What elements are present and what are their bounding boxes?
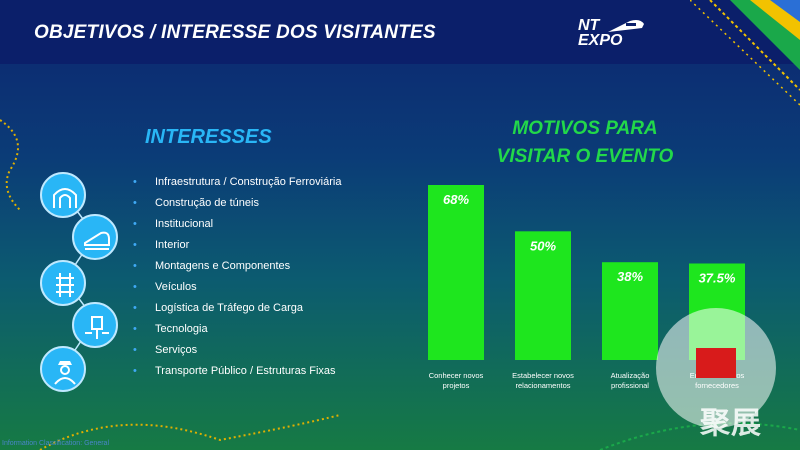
bullet: • xyxy=(133,260,137,272)
list-item: • Serviços xyxy=(133,340,341,361)
rail-track-icon xyxy=(40,260,86,306)
list-item: • Transporte Público / Estruturas Fixas xyxy=(133,361,341,382)
watermark-text: 聚展 xyxy=(700,407,762,440)
category-label: Estabelecer novos xyxy=(512,371,574,380)
bullet: • xyxy=(133,281,137,293)
classification-note: Information Classification: General xyxy=(2,440,109,447)
list-item-label: Infraestrutura / Construção Ferroviária xyxy=(155,176,342,188)
list-item-label: Transporte Público / Estruturas Fixas xyxy=(155,365,336,377)
bullet: • xyxy=(133,323,137,335)
list-item-label: Serviços xyxy=(155,344,198,356)
list-item-label: Logística de Tráfego de Carga xyxy=(155,302,303,314)
data-label: 50% xyxy=(530,238,556,253)
bar xyxy=(515,231,571,360)
logo-train-icon xyxy=(608,20,644,32)
train-icon xyxy=(72,214,118,260)
category-label: Conhecer novos xyxy=(429,371,484,380)
data-label: 38% xyxy=(617,269,643,284)
list-item-label: Montagens e Componentes xyxy=(155,260,291,272)
list-item: • Institucional xyxy=(133,214,341,235)
bullet: • xyxy=(133,239,137,251)
left-wave-decoration xyxy=(0,119,21,210)
list-item-label: Institucional xyxy=(155,218,214,230)
bullet: • xyxy=(133,344,137,356)
header-band xyxy=(0,0,800,64)
category-label: relacionamentos xyxy=(515,381,570,390)
technology-icon xyxy=(72,302,118,348)
bar xyxy=(602,262,658,360)
bullet: • xyxy=(133,365,137,377)
interest-list: • Infraestrutura / Construção Ferroviária… xyxy=(133,172,341,382)
list-item: • Montagens e Componentes xyxy=(133,256,341,277)
list-item-label: Construção de túneis xyxy=(155,197,259,209)
interests-title: INTERESSES xyxy=(145,126,272,148)
list-item: • Tecnologia xyxy=(133,319,341,340)
list-item-label: Interior xyxy=(155,239,190,251)
bullet: • xyxy=(133,218,137,230)
category-label: Atualização xyxy=(611,371,650,380)
chart-title: MOTIVOS PARA VISITAR O EVENTO xyxy=(470,115,700,171)
data-label: 37.5% xyxy=(699,270,736,285)
list-item: • Logística de Tráfego de Carga xyxy=(133,298,341,319)
list-item-label: Tecnologia xyxy=(155,323,208,335)
list-item: • Veículos xyxy=(133,277,341,298)
category-label: projetos xyxy=(443,381,470,390)
bullet: • xyxy=(133,176,137,188)
list-item: • Interior xyxy=(133,235,341,256)
bullet: • xyxy=(133,197,137,209)
data-label: 68% xyxy=(443,192,469,207)
list-item-label: Veículos xyxy=(155,281,197,293)
watermark-seal xyxy=(656,308,776,428)
tunnel-icon xyxy=(40,172,86,218)
chart-title-line-1: MOTIVOS PARA xyxy=(512,118,658,139)
corner-decoration xyxy=(690,0,800,106)
category-label: profissional xyxy=(611,381,649,390)
watermark-seal-center xyxy=(696,348,736,378)
logo-line-2: EXPO xyxy=(578,32,623,49)
slide-title: OBJETIVOS / INTERESSE DOS VISITANTES xyxy=(34,22,436,43)
logo-line-1: NT xyxy=(578,17,600,34)
bar xyxy=(428,185,484,360)
conductor-icon xyxy=(40,346,86,392)
bullet: • xyxy=(133,302,137,314)
nt-expo-logo: NT EXPO xyxy=(578,18,648,54)
chart-title-line-2: VISITAR O EVENTO xyxy=(496,146,674,167)
list-item: • Infraestrutura / Construção Ferroviária xyxy=(133,172,341,193)
list-item: • Construção de túneis xyxy=(133,193,341,214)
